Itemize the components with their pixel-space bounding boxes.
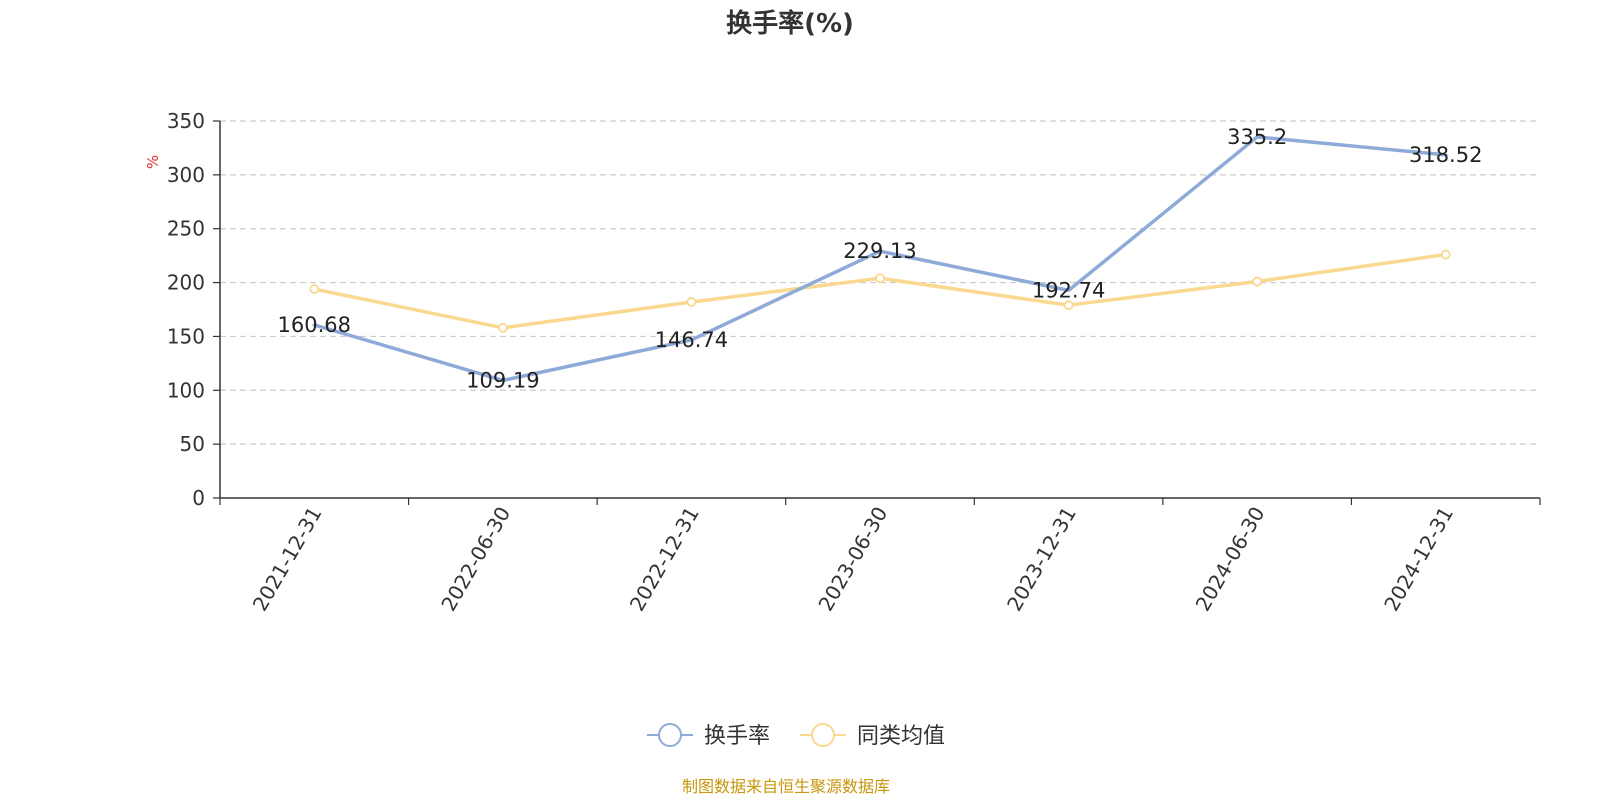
data-point-peer-average[interactable] (1252, 276, 1263, 287)
x-tick-label: 2023-12-31 (1002, 503, 1081, 616)
data-point-peer-average[interactable] (875, 273, 885, 284)
legend-marker (658, 723, 682, 747)
x-tick-labels: 2021-12-31 2022-06-30 2022-12-31 2023-06-30… (248, 503, 1458, 616)
y-axis-label: % (144, 155, 162, 169)
data-label: 335.2 (1227, 125, 1287, 149)
data-label: 192.74 (1032, 278, 1105, 302)
data-point-peer-average[interactable] (309, 284, 320, 294)
data-labels: 160.68 109.19 146.74 229.13 192.74 335.2 318.5… (278, 125, 1483, 392)
data-label: 318.52 (1409, 143, 1482, 167)
y-tick-label: 150 (167, 324, 205, 348)
series-line-peer-average (312, 252, 1448, 330)
data-point-peer-average[interactable] (1063, 300, 1074, 311)
data-label: 109.19 (466, 368, 539, 392)
y-tick-label: 200 (167, 271, 205, 295)
x-tick-label: 2023-06-30 (813, 503, 892, 616)
legend-label: 同类均值 (857, 724, 945, 749)
x-tick-label: 2024-12-31 (1379, 503, 1458, 616)
x-tick-label: 2024-06-30 (1191, 503, 1270, 616)
data-point-peer-average[interactable] (686, 297, 697, 307)
y-tick-label: 250 (167, 217, 205, 241)
axes (213, 120, 1541, 505)
data-label: 229.13 (843, 239, 916, 263)
y-tick-label: 300 (167, 163, 205, 187)
y-tick-labels: 0 50 100 150 200 250 300 350 (167, 109, 205, 510)
data-point-peer-average[interactable] (497, 322, 508, 333)
series-line-turnover (312, 135, 1448, 383)
y-tick-label: 50 (180, 432, 205, 456)
y-tick-label: 0 (192, 486, 205, 510)
legend[interactable]: 换手率 同类均值 (647, 723, 945, 749)
x-tick-label: 2022-12-31 (625, 503, 704, 616)
x-tick-label: 2022-06-30 (436, 503, 515, 616)
data-label: 160.68 (278, 313, 351, 337)
legend-label: 换手率 (704, 724, 770, 749)
data-label: 146.74 (655, 328, 728, 352)
data-point-peer-average[interactable] (1440, 249, 1451, 260)
chart-title: 换手率(%) (726, 8, 854, 39)
legend-item-peer-average[interactable]: 同类均值 (800, 723, 945, 749)
legend-marker (811, 723, 835, 747)
series (309, 135, 1451, 383)
grid-lines (220, 120, 1540, 445)
legend-item-turnover[interactable]: 换手率 (647, 723, 770, 749)
x-tick-label: 2021-12-31 (248, 503, 327, 616)
source-note: 制图数据来自恒生聚源数据库 (682, 777, 890, 796)
y-tick-label: 350 (167, 109, 205, 133)
y-tick-label: 100 (167, 378, 205, 402)
